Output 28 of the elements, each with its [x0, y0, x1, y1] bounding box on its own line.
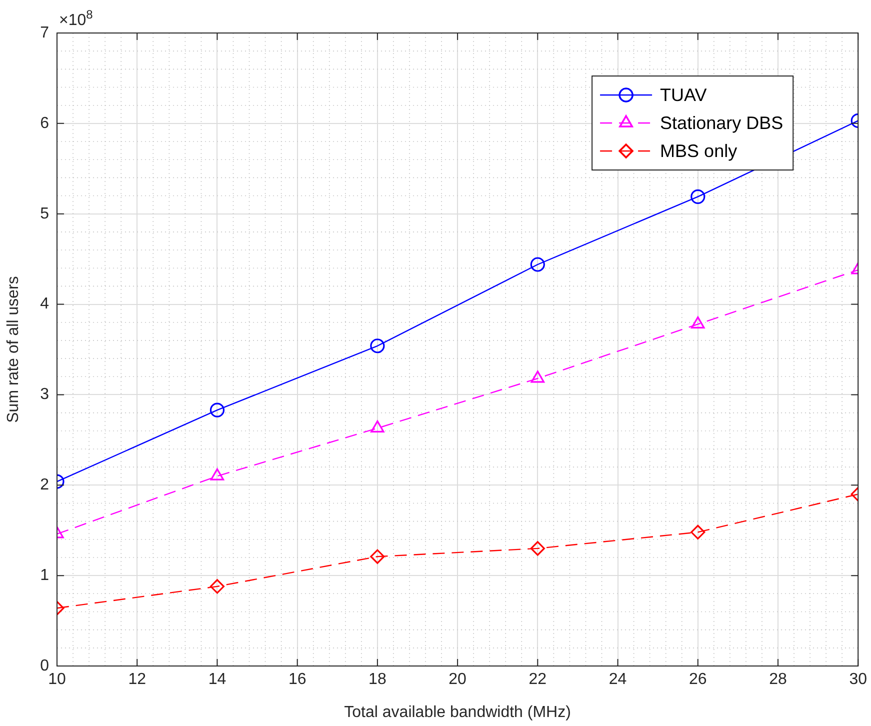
x-tick-label: 20 [448, 671, 467, 688]
legend-label: MBS only [660, 140, 738, 161]
point [530, 541, 545, 556]
x-tick-label: 30 [849, 671, 868, 688]
x-tick-label: 16 [288, 671, 306, 688]
y-tick-label: 1 [40, 566, 50, 584]
x-tick-label: 26 [688, 671, 707, 688]
y-tick-label: 3 [40, 386, 50, 404]
point [370, 338, 385, 354]
y-tick-label: 7 [40, 24, 50, 42]
x-axis-title: Total available bandwidth (MHz) [344, 704, 571, 721]
y-tick-label: 4 [40, 296, 50, 313]
x-tick-label: 22 [528, 671, 547, 688]
point [370, 549, 385, 564]
y-axis-title: Sum rate of all users [5, 276, 22, 423]
y-tick-label: 5 [40, 205, 50, 222]
legend-label: Stationary DBS [660, 112, 784, 133]
x-tick-label: 10 [48, 671, 66, 688]
y-tick-label: 2 [40, 476, 50, 494]
y-tick-label: 0 [40, 657, 50, 674]
legend-label: TUAV [660, 84, 707, 105]
x-tick-label: 12 [128, 671, 146, 688]
x-tick-label: 28 [769, 671, 787, 688]
x-tick-label: 14 [208, 671, 226, 688]
x-tick-label: 18 [368, 671, 386, 688]
point [530, 257, 545, 272]
x-tick-label: 24 [608, 671, 627, 688]
y-tick-label: 6 [40, 114, 50, 132]
